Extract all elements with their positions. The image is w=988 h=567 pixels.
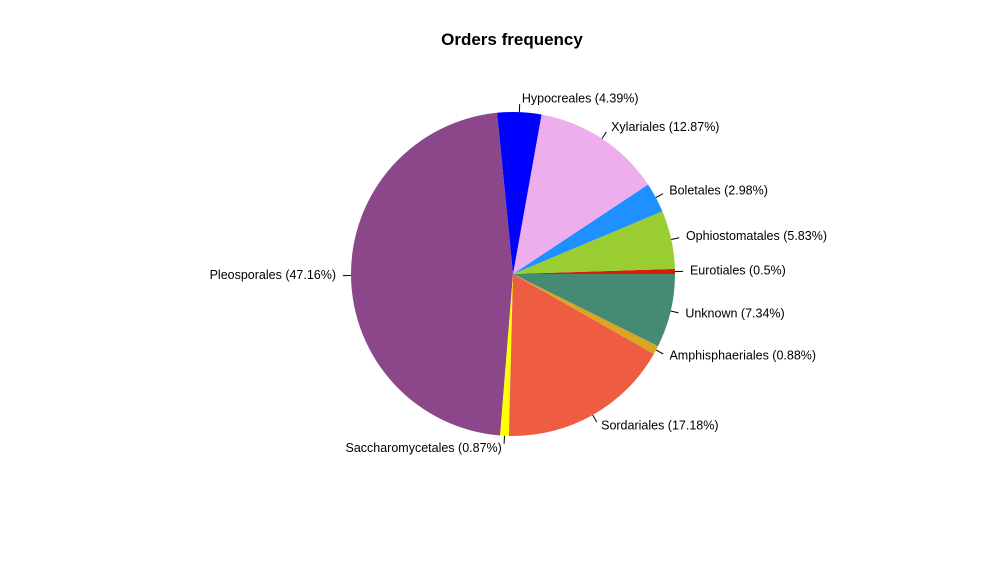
pie-slice-unknown (513, 274, 675, 347)
pie-slices (351, 112, 675, 436)
slice-label-ophiostomatales: Ophiostomatales (5.83%) (686, 229, 827, 243)
slice-label-pleosporales: Pleosporales (47.16%) (210, 268, 336, 282)
pie-labels: Eurotiales (0.5%) Ophiostomatales (5.83%)… (210, 91, 827, 455)
pie-slice-hypocreales (497, 112, 542, 274)
slice-label-xylariales: Xylariales (12.87%) (611, 120, 719, 134)
slice-label-sordariales: Sordariales (17.18%) (601, 419, 718, 433)
pie-slice-pleosporales (351, 112, 513, 436)
slice-label-amphisphaeriales: Amphisphaeriales (0.88%) (669, 348, 816, 362)
leader-line (655, 193, 664, 199)
slice-label-boletales: Boletales (2.98%) (669, 184, 768, 198)
pie-slice-amphisphaeriales (513, 274, 659, 354)
slice-label-eurotiales: Eurotiales (0.5%) (690, 264, 786, 278)
pie-slice-saccharomycetales (500, 274, 513, 436)
pie-slice-boletales (513, 184, 663, 274)
slice-label-saccharomycetales: Saccharomycetales (0.87%) (345, 441, 501, 455)
leader-line (592, 414, 598, 423)
slice-label-unknown: Unknown (7.34%) (685, 306, 784, 320)
pie-slice-xylariales (513, 114, 649, 274)
slice-label-hypocreales: Hypocreales (4.39%) (522, 91, 639, 105)
pie-slice-eurotiales (513, 268, 675, 274)
pie-slice-ophiostomatales (513, 211, 675, 274)
leader-line (655, 349, 664, 355)
chart-title: Orders frequency (441, 30, 583, 49)
leader-line (671, 237, 680, 240)
leader-line (670, 310, 679, 314)
pie-slice-sordariales (508, 274, 654, 436)
leader-line (601, 131, 607, 139)
